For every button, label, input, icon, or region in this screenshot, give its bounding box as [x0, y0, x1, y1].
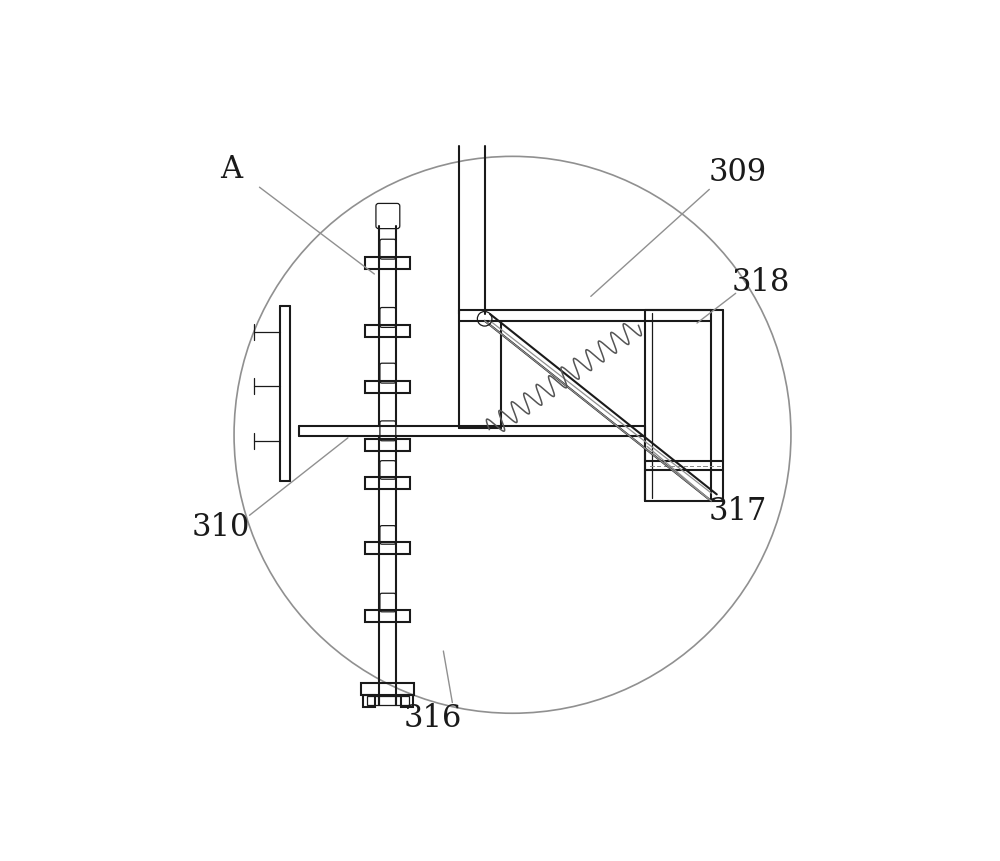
Bar: [365, 257, 410, 269]
Bar: [361, 683, 414, 695]
Text: 317: 317: [709, 496, 767, 527]
Bar: [365, 610, 410, 622]
Text: 316: 316: [404, 703, 462, 734]
Bar: [367, 696, 409, 705]
Bar: [401, 695, 413, 707]
Text: A: A: [220, 154, 242, 185]
Text: 309: 309: [709, 158, 767, 189]
Bar: [365, 542, 410, 554]
Bar: [365, 325, 410, 338]
Bar: [365, 439, 410, 450]
Text: 318: 318: [732, 267, 790, 298]
Bar: [365, 477, 410, 489]
Bar: [365, 381, 410, 393]
Text: 310: 310: [192, 512, 250, 543]
Bar: [363, 695, 375, 707]
